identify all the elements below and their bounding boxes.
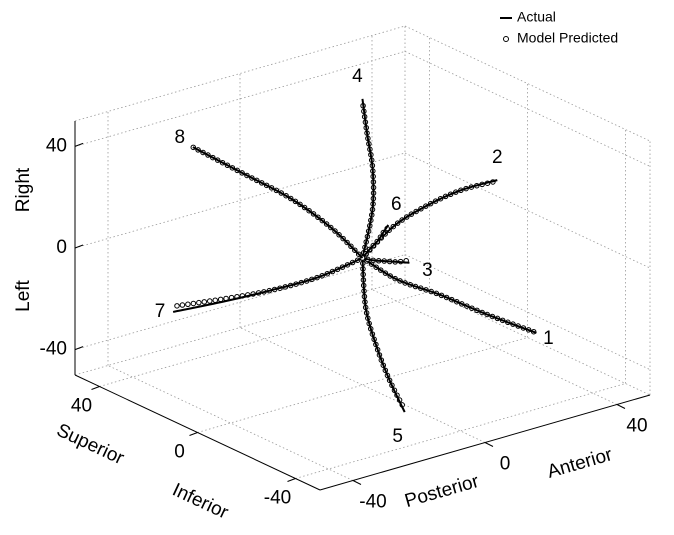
box-edge — [74, 279, 406, 376]
box-edge — [404, 25, 651, 142]
predicted-marker-fill — [360, 179, 497, 260]
x-tick — [352, 480, 362, 485]
z-axis-label: Right — [13, 167, 34, 212]
y-axis-label: Inferior — [169, 480, 232, 524]
actual-line — [192, 146, 364, 259]
grid-line — [404, 152, 651, 269]
actual-line — [361, 257, 406, 413]
x-tick-label: 40 — [626, 416, 647, 437]
z-tick-label: 0 — [56, 237, 67, 258]
grid-line — [74, 51, 406, 147]
z-tick — [74, 346, 84, 351]
grid-line — [99, 291, 430, 387]
x-axis-label: Posterior — [402, 471, 482, 512]
grid-line — [371, 289, 618, 405]
grid-line — [74, 254, 406, 350]
actual-line — [172, 257, 363, 313]
legend-label: Actual — [517, 9, 556, 25]
x-tick — [484, 442, 494, 447]
z-axis-label: Left — [13, 279, 34, 311]
grid-line — [74, 152, 406, 249]
axes-layer: -40 0 40 -40 0 40 -40 0 40 Posterior Anterior Infer… — [13, 121, 651, 524]
grid-line — [239, 327, 486, 443]
y-axis-label: Superior — [53, 420, 128, 470]
plot-layer: 1 2 3 4 5 6 7 8 — [155, 66, 554, 447]
y-tick — [189, 432, 198, 436]
predicted-marker-fill — [191, 145, 365, 260]
predicted-markers — [359, 178, 498, 261]
box-edge — [74, 25, 406, 122]
y-tick — [287, 478, 296, 482]
actual-line — [361, 98, 375, 259]
grid-line — [404, 254, 651, 370]
trajectory-label: 6 — [391, 194, 402, 215]
y-tick — [91, 386, 100, 390]
z-tick — [74, 142, 84, 147]
trajectory-label: 7 — [155, 301, 166, 322]
trajectory-label: 5 — [392, 426, 403, 447]
trajectory-label: 2 — [492, 147, 503, 168]
predicted-markers — [190, 144, 366, 261]
predicted-marker-fill — [174, 256, 365, 308]
trajectory-label: 3 — [422, 260, 433, 281]
y-tick-label: 40 — [71, 396, 92, 417]
actual-line — [361, 257, 537, 334]
legend-marker — [503, 36, 509, 42]
predicted-marker-fill — [360, 256, 536, 334]
actual-line — [361, 179, 498, 259]
grid-line — [197, 337, 528, 433]
grid-line — [295, 383, 626, 479]
actual-line — [361, 224, 390, 259]
x-tick-label: 0 — [500, 454, 511, 475]
legend: Actual Model Predicted — [500, 9, 618, 46]
legend-label: Model Predicted — [517, 30, 618, 46]
y-tick-label: 0 — [174, 442, 185, 463]
trajectory-label: 4 — [352, 66, 363, 87]
x-axis-label: Anterior — [545, 444, 615, 483]
actual-line — [362, 257, 410, 264]
x-tick — [616, 404, 626, 409]
grid-line — [107, 365, 354, 481]
x-tick-label: -40 — [359, 492, 386, 513]
z-tick-label: -40 — [40, 339, 67, 360]
z-tick-label: 40 — [46, 135, 67, 156]
grid-line — [404, 51, 651, 167]
trajectory-label: 1 — [543, 328, 554, 349]
predicted-markers — [173, 255, 366, 309]
z-tick — [74, 244, 84, 249]
trajectory-label: 8 — [175, 127, 186, 148]
y-tick-label: -40 — [264, 488, 291, 509]
